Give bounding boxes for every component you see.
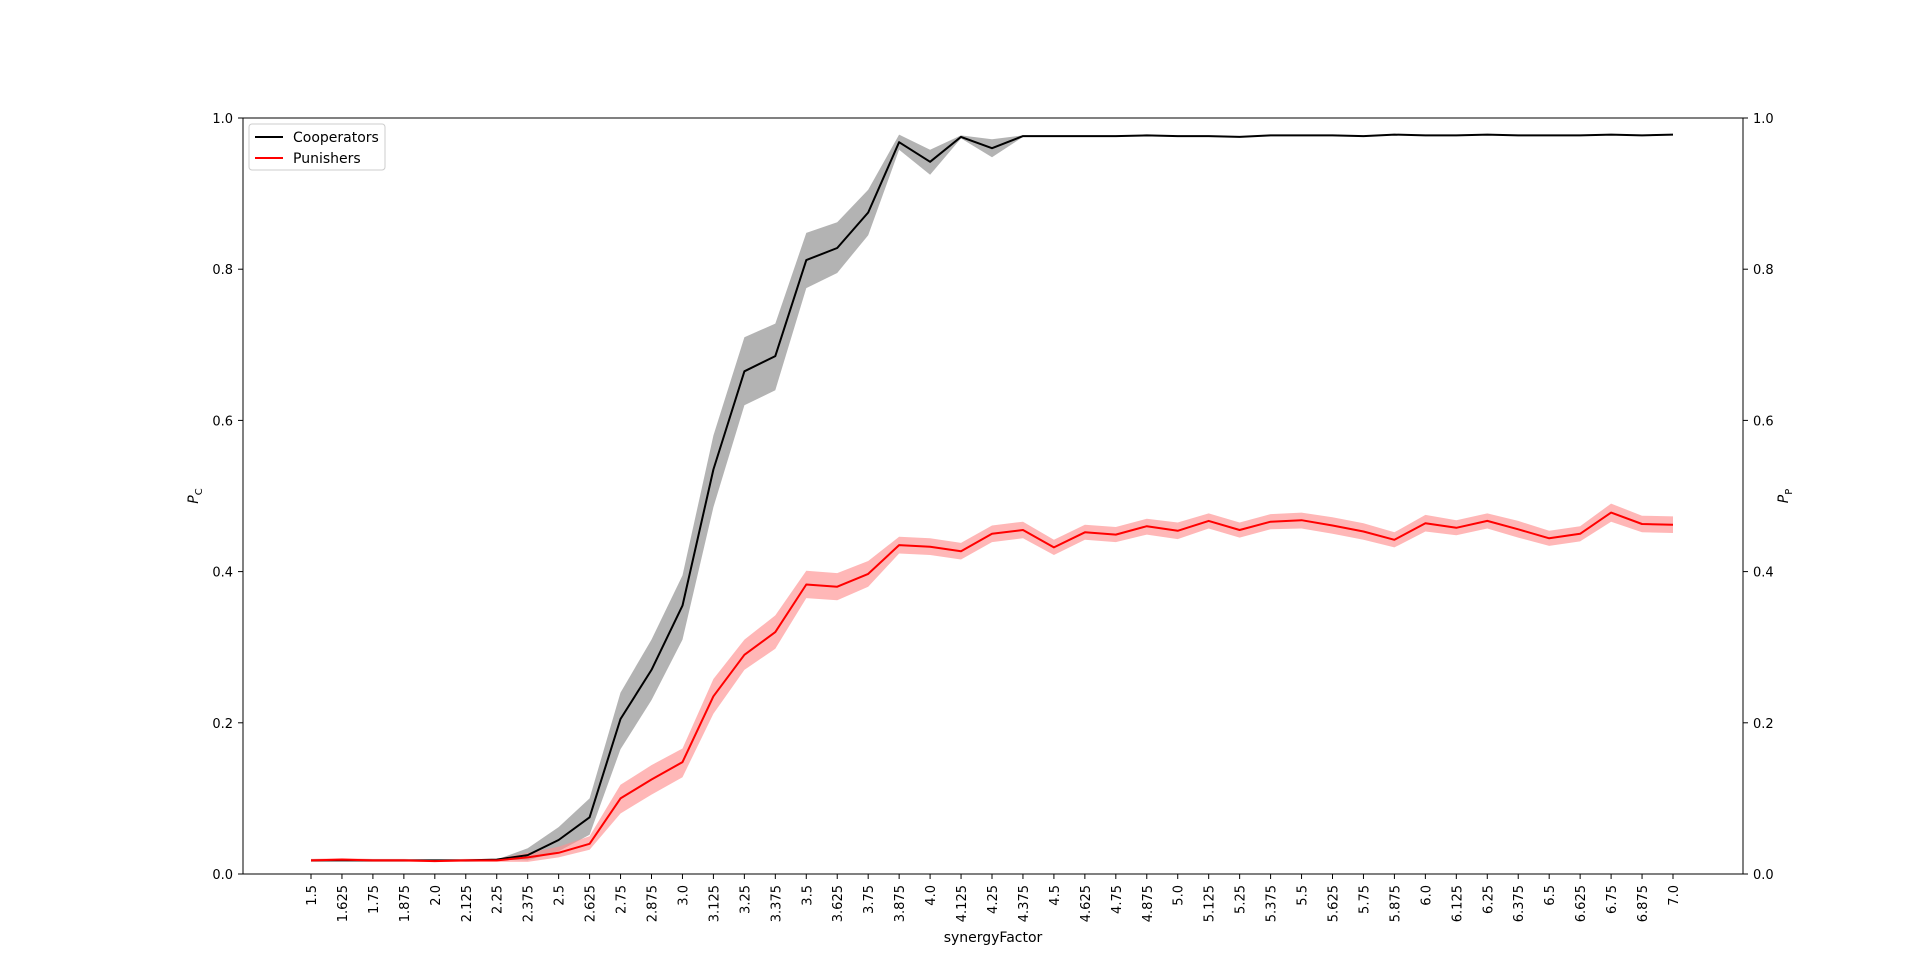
line-punishers <box>310 511 1674 863</box>
x-tick-label: 2.375 <box>522 885 537 922</box>
x-tick-label: 3.5 <box>800 885 815 906</box>
x-tick-label: 2.25 <box>491 885 506 914</box>
y-tick-label-right: 1.0 <box>1753 112 1774 127</box>
x-tick-label: 3.625 <box>831 885 846 922</box>
y-tick-label-left: 0.6 <box>212 414 233 429</box>
legend-label-cooperators: Cooperators <box>293 130 379 146</box>
y-tick-label-right: 0.0 <box>1753 868 1774 883</box>
line-cooperators <box>311 133 1674 862</box>
x-tick-label: 6.25 <box>1481 885 1496 914</box>
x-tick-label: 6.5 <box>1543 885 1558 906</box>
x-tick-label: 6.875 <box>1636 885 1651 922</box>
x-tick-label: 3.0 <box>677 885 692 906</box>
x-tick-label: 5.25 <box>1234 885 1249 914</box>
x-tick-label: 5.125 <box>1203 885 1218 922</box>
y-tick-label-left: 1.0 <box>212 112 233 127</box>
y-tick-label-left: 0.4 <box>212 566 233 581</box>
y-axis-left-label-sub: C <box>194 488 205 495</box>
x-tick-label: 2.875 <box>646 885 661 922</box>
plot-frame <box>242 117 1744 875</box>
x-tick-label: 4.125 <box>955 885 970 922</box>
x-tick-label: 5.625 <box>1327 885 1342 922</box>
x-tick-label: 3.25 <box>738 885 753 914</box>
y-axis-right-label: PP <box>1776 489 1795 503</box>
x-axis: 1.5 1.625 1.75 1.875 2.0 2.125 2.25 2.375 2.5 2.6… <box>305 874 1682 922</box>
y-tick-label-right: 0.8 <box>1753 263 1774 278</box>
y-axis-right-label-main: P <box>1776 494 1792 503</box>
x-tick-label: 2.5 <box>553 885 568 906</box>
x-tick-label: 2.625 <box>584 885 599 922</box>
y-tick-label-left: 0.0 <box>212 868 233 883</box>
x-tick-label: 5.875 <box>1388 885 1403 922</box>
x-tick-label: 6.0 <box>1419 885 1434 906</box>
x-tick-label: 1.5 <box>305 885 320 906</box>
x-tick-label: 2.125 <box>460 885 475 922</box>
x-axis-label: synergyFactor <box>944 930 1043 946</box>
x-tick-label: 5.0 <box>1172 885 1187 906</box>
x-tick-label: 6.625 <box>1574 885 1589 922</box>
x-tick-label: 4.875 <box>1141 885 1156 922</box>
y-tick-label-right: 0.2 <box>1753 717 1774 732</box>
x-tick-label: 4.0 <box>924 885 939 906</box>
legend-label-punishers: Punishers <box>293 151 361 167</box>
x-tick-label: 1.75 <box>367 885 382 914</box>
y-axis-right: 0.0 0.2 0.4 0.6 0.8 1.0 <box>1743 112 1774 883</box>
x-tick-label: 3.125 <box>707 885 722 922</box>
y-axis-left-label: PC <box>186 488 205 503</box>
x-tick-label: 4.5 <box>1048 885 1063 906</box>
x-tick-label: 3.375 <box>769 885 784 922</box>
x-tick-label: 7.0 <box>1667 885 1682 906</box>
series-lines <box>310 133 1674 863</box>
x-tick-label: 3.875 <box>893 885 908 922</box>
x-tick-label: 3.75 <box>862 885 877 914</box>
y-axis-left-label-main: P <box>186 495 202 504</box>
confidence-bands <box>311 134 1673 862</box>
x-tick-label: 4.25 <box>986 885 1001 914</box>
x-tick-label: 6.75 <box>1605 885 1620 914</box>
x-tick-label: 4.625 <box>1079 885 1094 922</box>
band-punishers <box>311 503 1673 862</box>
x-tick-label: 1.875 <box>398 885 413 922</box>
x-tick-label: 1.625 <box>336 885 351 922</box>
x-tick-label: 5.375 <box>1265 885 1280 922</box>
y-tick-label-right: 0.6 <box>1753 414 1774 429</box>
band-cooperators <box>311 134 1673 861</box>
x-tick-label: 4.375 <box>1017 885 1032 922</box>
x-tick-label: 5.75 <box>1358 885 1373 914</box>
x-tick-label: 4.75 <box>1110 885 1125 914</box>
x-tick-label: 2.75 <box>615 885 630 914</box>
y-axis-right-label-sub: P <box>1784 489 1795 495</box>
x-tick-label: 6.375 <box>1512 885 1527 922</box>
y-tick-label-right: 0.4 <box>1753 566 1774 581</box>
y-axis-left: 0.0 0.2 0.4 0.6 0.8 1.0 <box>212 112 243 883</box>
y-tick-label-left: 0.2 <box>212 717 233 732</box>
x-tick-label: 6.125 <box>1450 885 1465 922</box>
y-tick-label-left: 0.8 <box>212 263 233 278</box>
x-tick-label: 2.0 <box>429 885 444 906</box>
x-tick-label: 5.5 <box>1296 885 1311 906</box>
legend: Cooperators Punishers <box>248 123 386 171</box>
